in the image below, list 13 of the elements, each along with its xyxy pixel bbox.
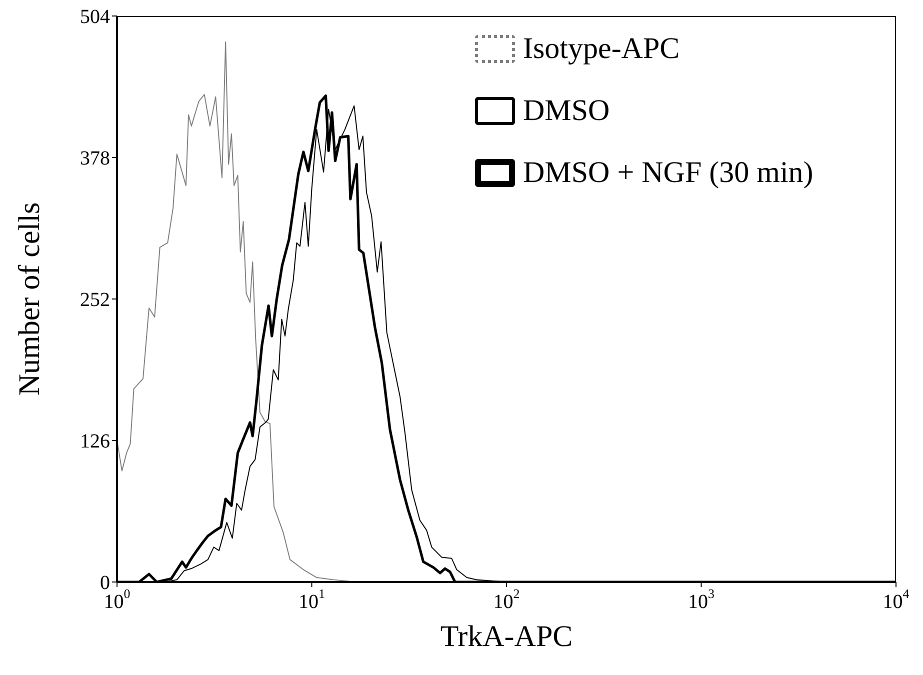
y-tick-label: 252 (80, 289, 110, 312)
x-tick-label: 10$^{1}$ (298, 586, 325, 613)
y-tick-label: 126 (80, 430, 110, 453)
y-tick-label: 378 (80, 148, 110, 170)
legend-label: DMSO + NGF (30 min) (523, 156, 814, 190)
x-axis-title: TrkA-APC (439, 620, 574, 654)
x-tick-label: 10$^{4}$ (882, 586, 910, 613)
y-tick-label: 504 (80, 6, 110, 28)
x-tick-label: 10$^{3}$ (688, 586, 714, 613)
legend-label: Isotype-APC (523, 32, 680, 66)
legend-label: DMSO (523, 94, 610, 128)
y-axis-title: Number of cells (12, 201, 47, 398)
x-tick-label: 10$^{2}$ (493, 586, 520, 613)
